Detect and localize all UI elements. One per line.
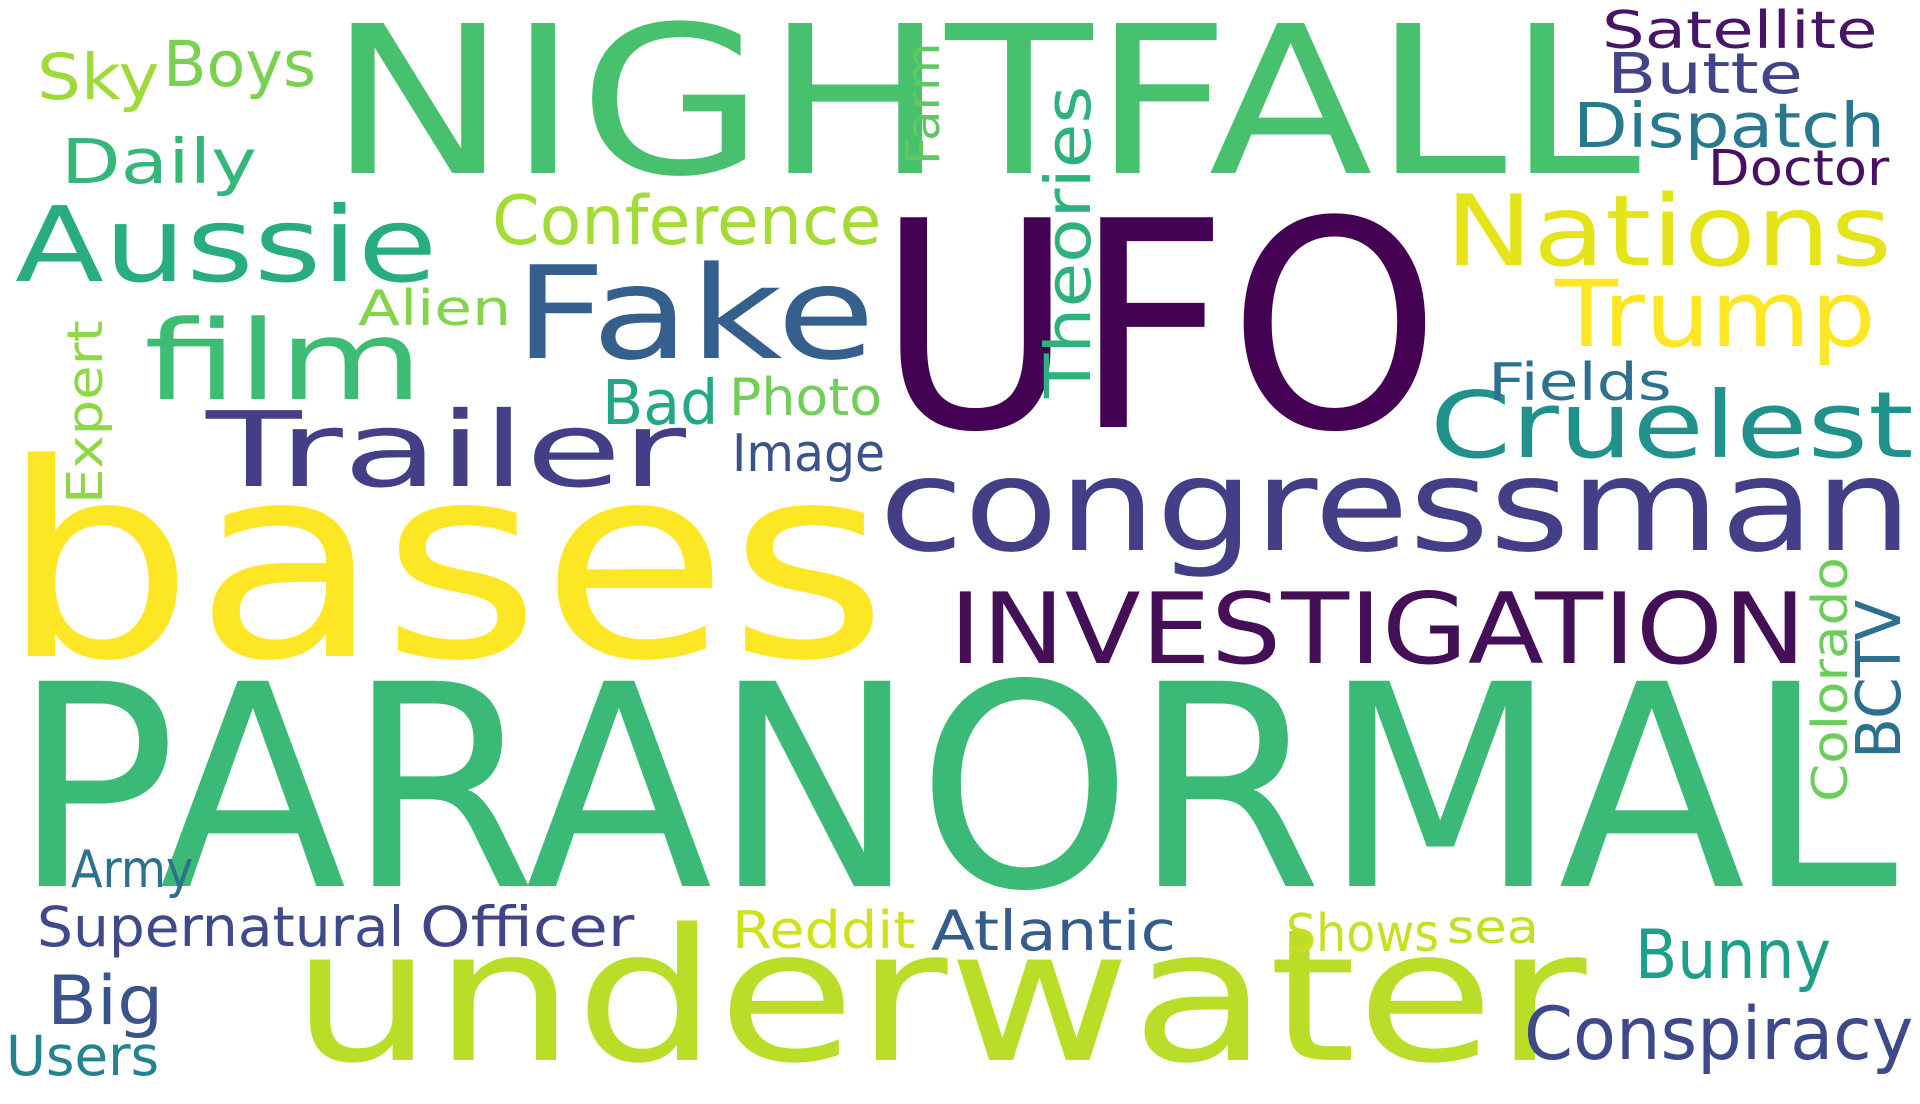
word-film: film xyxy=(144,297,424,426)
word-conference: Conference xyxy=(492,181,882,261)
word-bunny: Bunny xyxy=(1634,914,1831,994)
word-butte: Butte xyxy=(1606,41,1803,107)
word-aussie: Aussie xyxy=(14,184,438,307)
word-farm: Farm xyxy=(896,42,950,166)
word-nations: Nations xyxy=(1444,174,1892,289)
word-daily: Daily xyxy=(61,127,258,199)
word-trump: Trump xyxy=(1555,261,1876,369)
word-dispatch: Dispatch xyxy=(1573,90,1886,162)
word-alien: Alien xyxy=(357,280,511,338)
word-theories: Theories xyxy=(1032,85,1107,398)
word-sky: Sky xyxy=(36,40,160,115)
word-photo: Photo xyxy=(728,368,882,429)
word-army: Army xyxy=(71,839,194,900)
word-big: Big xyxy=(46,961,163,1041)
word-reddit: Reddit xyxy=(732,901,916,962)
word-fake: Fake xyxy=(514,240,876,390)
word-ufo: UFO xyxy=(876,159,1440,495)
word-doctor: Doctor xyxy=(1708,140,1890,198)
word-shows: Shows xyxy=(1285,903,1439,964)
word-nightfall: NIGHTFALL xyxy=(328,0,1641,222)
word-bases: bases xyxy=(0,405,888,720)
word-atlantic: Atlantic xyxy=(930,898,1176,963)
word-underwater: underwater xyxy=(291,891,1587,1104)
word-officer: Officer xyxy=(420,895,635,959)
word-congressman: congressman xyxy=(879,432,1913,582)
word-investigation: INVESTIGATION xyxy=(948,572,1807,687)
word-image: Image xyxy=(732,423,886,484)
word-boys: Boys xyxy=(162,28,316,103)
word-supernatural: Supernatural xyxy=(36,895,405,959)
word-trailer: Trailer xyxy=(205,388,686,511)
word-cruelest: Cruelest xyxy=(1430,371,1914,479)
word-sea: sea xyxy=(1447,899,1540,954)
word-conspiracy: Conspiracy xyxy=(1524,991,1914,1077)
word-colorado: Colorado xyxy=(1802,557,1860,803)
word-fields: Fields xyxy=(1487,352,1672,413)
word-paranormal: PARANORMAL xyxy=(12,625,1898,953)
word-bad: Bad xyxy=(602,368,719,440)
word-expert: Expert xyxy=(57,320,115,505)
word-users: Users xyxy=(6,1023,160,1088)
word-satellite: Satellite xyxy=(1601,1,1878,62)
